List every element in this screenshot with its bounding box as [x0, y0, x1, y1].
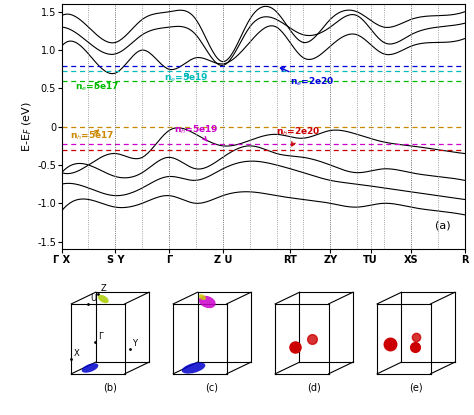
Text: Y: Y: [133, 339, 137, 348]
Text: n$_h$=5e17: n$_h$=5e17: [70, 129, 114, 142]
Text: n$_e$=2e20: n$_e$=2e20: [281, 68, 335, 88]
Ellipse shape: [182, 362, 205, 374]
Ellipse shape: [82, 363, 98, 373]
Text: U: U: [91, 294, 97, 303]
Y-axis label: E-E$_F$ (eV): E-E$_F$ (eV): [21, 101, 35, 152]
Text: Γ: Γ: [98, 332, 103, 342]
Text: (b): (b): [103, 383, 117, 393]
Text: X: X: [74, 349, 80, 358]
Text: n$_h$=2e20: n$_h$=2e20: [276, 125, 321, 146]
Text: n$_e$=5e17: n$_e$=5e17: [75, 81, 119, 93]
Ellipse shape: [199, 296, 216, 308]
Ellipse shape: [98, 295, 109, 303]
Text: (d): (d): [307, 383, 321, 393]
Text: Z: Z: [100, 284, 106, 293]
Text: n$_e$=5e19: n$_e$=5e19: [164, 72, 208, 84]
Text: (c): (c): [206, 383, 219, 393]
Ellipse shape: [199, 294, 206, 300]
Text: (e): (e): [409, 383, 423, 393]
Text: (a): (a): [436, 220, 451, 230]
Text: n$_h$=5e19: n$_h$=5e19: [174, 124, 219, 141]
